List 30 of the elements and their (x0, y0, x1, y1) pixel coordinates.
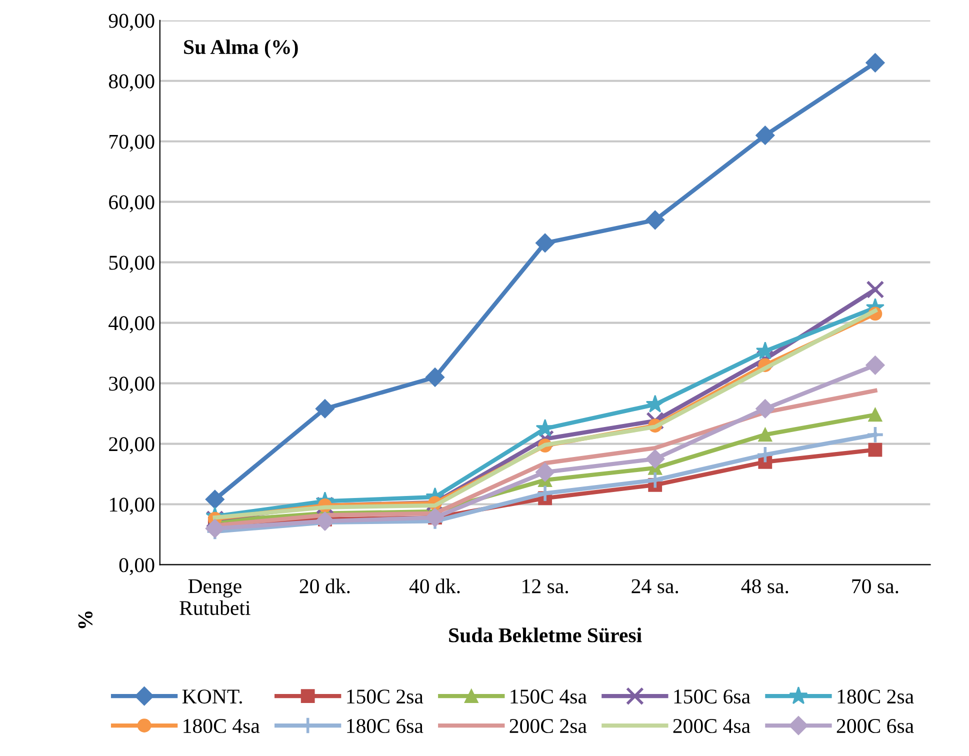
x-tick-label: Denge Rutubeti (180, 579, 250, 616)
legend-label: 150C 2sa (347, 690, 424, 704)
y-tick-label: 30,00 (109, 376, 154, 394)
x-tick-label: 24 sa. (632, 579, 678, 594)
legend-label: 200C 6sa (836, 718, 914, 734)
legend-label: 150C 6sa (674, 690, 750, 704)
y-tick-label: 50,00 (109, 256, 154, 273)
y-tick-label: 80,00 (108, 74, 154, 92)
legend-label: 180C 2sa (838, 690, 914, 704)
legend-label: KONT. (182, 690, 242, 704)
y-tick-label: 10,00 (110, 498, 154, 515)
text: Su Alma (%) (184, 39, 298, 58)
y-tick-label: 60,00 (109, 195, 154, 212)
x-tick-label: 48 sa. (741, 579, 788, 594)
legend-label: 180C 4sa (184, 718, 260, 734)
x-tick-label: 40 dk. (409, 578, 460, 594)
legend-label: 200C 4sa (673, 718, 750, 734)
y-tick-label: 90,00 (108, 14, 154, 31)
x-axis-title: Suda Bekletme Süresi (449, 628, 642, 642)
legend-label: 180C 6sa (347, 718, 424, 734)
y-tick-label: 20,00 (109, 437, 154, 454)
y-tick-label: 0,00 (119, 558, 154, 576)
legend-label: 200C 2sa (510, 718, 587, 734)
x-tick-label: 20 dk. (300, 578, 350, 594)
x-tick-label: 70 sa. (852, 579, 898, 594)
y-axis-title: % (78, 611, 92, 628)
y-tick-label: 70,00 (110, 134, 154, 152)
legend-label: 150C 4sa (510, 690, 587, 704)
x-tick-label: 12 sa. (522, 579, 568, 594)
y-tick-label: 40,00 (108, 316, 154, 334)
